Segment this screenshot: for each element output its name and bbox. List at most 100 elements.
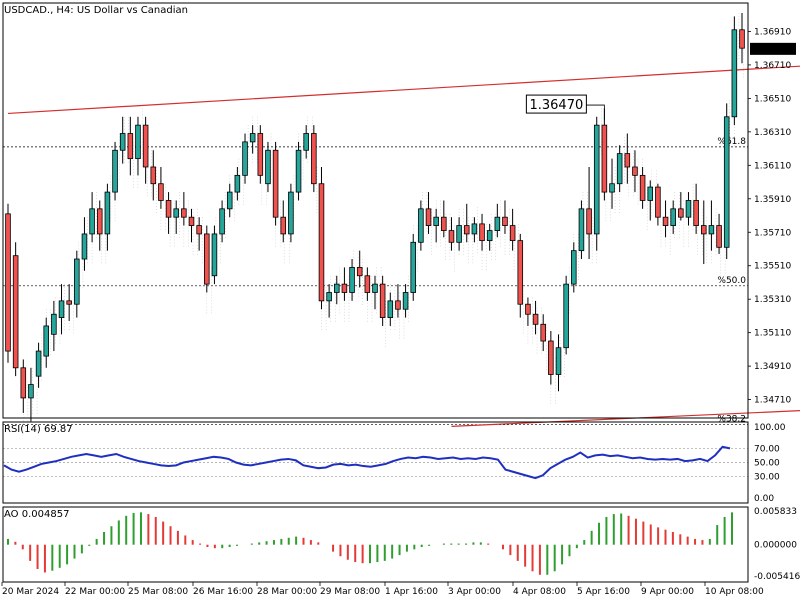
candle-body xyxy=(204,233,210,285)
candle-body xyxy=(548,340,554,375)
candle-body xyxy=(5,213,11,352)
candle xyxy=(662,200,669,238)
candle-body xyxy=(242,141,248,176)
candle-body xyxy=(701,225,707,235)
candle-body xyxy=(43,325,49,357)
time-tick-label: 25 Mar 08:00 xyxy=(128,587,188,597)
candle xyxy=(127,116,134,176)
candle xyxy=(272,141,279,226)
candle-body xyxy=(593,124,600,235)
chart-title: USDCAD., H4: US Dollar vs Canadian xyxy=(4,5,188,16)
candle xyxy=(104,183,111,251)
fib-level-label: %38.2 xyxy=(717,415,746,425)
candle-body xyxy=(280,216,287,235)
candle-body xyxy=(479,223,485,242)
candle-body xyxy=(28,384,34,399)
candle-body xyxy=(578,208,585,252)
candle xyxy=(517,233,524,318)
candle-body xyxy=(418,208,424,243)
candle xyxy=(548,330,554,385)
price-tick-label: 1.34710 xyxy=(754,396,791,406)
candle-body xyxy=(165,200,172,218)
candle xyxy=(51,300,57,352)
candle-body xyxy=(586,208,592,235)
candle xyxy=(379,275,386,326)
candle-body xyxy=(81,233,88,260)
panel-frames xyxy=(2,2,749,583)
rsi-panel: 100.00 70.00 50.00 30.00 0.00 xyxy=(3,423,786,504)
candle xyxy=(739,13,745,64)
price-tick-label: 1.35310 xyxy=(754,295,791,305)
candle-body xyxy=(89,208,95,235)
last-price-tag-bg xyxy=(750,42,796,55)
time-tick-label: 28 Mar 00:00 xyxy=(257,587,317,597)
candle-body xyxy=(448,230,455,243)
candle xyxy=(425,192,432,234)
rsi-tick-label: 50.00 xyxy=(754,459,780,469)
candle xyxy=(678,192,684,221)
candle xyxy=(242,133,248,184)
candle xyxy=(28,367,34,422)
candle-body xyxy=(104,191,111,235)
candle xyxy=(249,125,256,154)
candle-body xyxy=(158,183,164,201)
candle xyxy=(89,192,95,243)
candle-body xyxy=(395,300,401,310)
ao-tick-label: 0.005833 xyxy=(754,507,797,517)
candle xyxy=(234,166,241,201)
candle xyxy=(58,284,65,335)
candle-body xyxy=(326,292,332,302)
price-tick-label: 1.36910 xyxy=(754,27,791,37)
ao-tick-label: -0.005416 xyxy=(754,572,800,582)
candle xyxy=(655,183,661,226)
candle-body xyxy=(303,133,309,151)
rsi-line xyxy=(3,445,731,480)
candle-body xyxy=(624,153,631,168)
candle-body xyxy=(341,283,348,293)
candle-body xyxy=(571,250,577,285)
candle-body xyxy=(181,208,187,218)
candle-body xyxy=(257,133,264,176)
candle xyxy=(670,200,676,234)
candle-body xyxy=(51,313,57,335)
candle xyxy=(723,103,730,260)
candle xyxy=(418,200,424,251)
candle-body xyxy=(12,255,19,369)
candle xyxy=(372,275,378,310)
candle-body xyxy=(655,186,661,218)
callout-box xyxy=(525,94,587,114)
candle xyxy=(479,213,485,251)
candle-body xyxy=(226,191,233,210)
candle xyxy=(295,141,302,201)
candle-body xyxy=(272,149,279,218)
candle-body xyxy=(119,133,126,151)
candle xyxy=(463,203,470,243)
candle xyxy=(81,217,88,271)
price-tick-label: 1.34910 xyxy=(754,362,791,372)
candle-body xyxy=(379,283,386,318)
price-tick-label: 1.35710 xyxy=(754,228,791,238)
candle-body xyxy=(173,208,179,218)
candle-body xyxy=(135,124,141,160)
candle-body xyxy=(387,300,394,318)
candle-body xyxy=(609,183,615,193)
candle xyxy=(20,359,27,413)
candle-body xyxy=(517,240,524,305)
candle-body xyxy=(372,283,378,293)
candle-body xyxy=(555,347,562,375)
candle xyxy=(593,116,600,251)
candle-body xyxy=(509,225,516,242)
candle-body xyxy=(127,133,134,160)
candle-body xyxy=(318,183,325,302)
candle xyxy=(119,116,126,164)
candle-body xyxy=(723,116,730,248)
candle xyxy=(211,225,218,285)
candle xyxy=(632,150,638,193)
candle xyxy=(716,213,722,255)
panel-border xyxy=(2,2,749,419)
candle xyxy=(525,297,531,326)
candle xyxy=(5,203,11,363)
candle-body xyxy=(96,208,103,235)
candle xyxy=(66,284,72,321)
candle xyxy=(563,275,569,355)
